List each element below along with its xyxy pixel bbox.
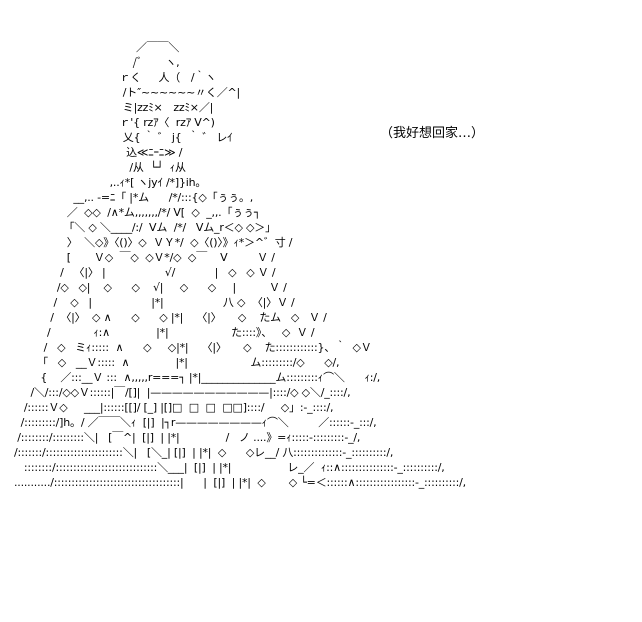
art-line: /从 └┘ ｨ从 [14,161,186,174]
art-line: / 〈|〉 | √/ | ◇ ◇ Ｖ / [14,266,276,279]
art-line: ::::::::/:::::::::::::::::::::::::::::＼_… [14,461,445,474]
art-line: /::::::::/:::::::::＼| [￣^| [|] | |*| / ノ… [14,431,361,444]
art-line: 「＼ ◇ ＼____/:/ Ⅴム /*/ Ⅴム_r＜◇ ◇＞」 [14,221,276,234]
thought-caption: （我好想回家…） [380,126,485,141]
art-line: /◇ ◇| ◇ ◇ √| ◇ ◇ | Ｖ / [14,281,287,294]
art-line: 乂{ ｀ ゛ j{ ｀ ゛ レｲ [14,131,233,144]
art-line: /ト″~~~~~~〃く／^| [14,86,241,99]
art-line: __,.. -=ﾆ「 |*ム /*/:::{◇「ぅぅ。, [14,191,254,204]
art-line: ／ ◇◇ /∧*ム,,,,,,,/*/ Ⅴ[ ◇ _,,.「ぅぅ┐ [14,206,261,219]
ascii-art-figure: ／￣￣＼ /ﾞ ヽ, ｒく 人（ /｀ヽ /ト″~~~~~~〃く／^| ミ|zz… [14,40,466,490]
art-line: .........../::::::::::::::::::::::::::::… [14,476,466,489]
art-line: /ﾞ ヽ, [14,56,180,69]
art-line: ／￣￣＼ [14,41,180,54]
art-line: / ｨ:∧ |*| た::::》、 ◇ Ｖ / [14,326,315,339]
art-line: / 〈|〉 ◇ ∧ ◇ ◇ |*| 〈|〉 ◇ たム ◇ Ｖ / [14,311,327,324]
art-line: ｒく 人（ /｀ヽ [14,71,216,84]
art-line: ｒ'{ rzｱ〈 rzｱ V^) [14,116,215,129]
art-line: 「 ◇ __Ｖ::::: ∧ |*| ム:::::::::/◇ ◇/, [14,356,340,369]
art-line: ,..ｨ*[ ヽjyｲ /*]}ih。 [14,176,207,189]
art-line: 込≪ﾆｰﾆ≫ / [14,146,183,159]
art-line: /:::::::::/]h。/ ／￣￣＼ｨ [|] |┐r————————ｨ⌒＼… [14,416,377,429]
art-line: /＼/:::/◇◇Ｖ::::::|￣/[]| |———————————|::::… [14,386,351,399]
art-line: ミ|zzﾐ× zzﾐ×／| [14,101,214,114]
art-line: { ／:::__Ｖ ::: ∧,,,,,r===┐ |*|___________… [14,371,381,384]
art-line: / ◇ | |*| 八 ◇ 〈|〉Ｖ / [14,296,295,309]
art-line: / ◇ ミｨ::::: ∧ ◇ ◇|*| 〈|〉 ◇ た::::::::::::… [14,341,372,354]
art-line: [ Ｖ◇ ￣◇ ◇Ｖ*/◇ ◇￣ Ⅴ Ｖ / [14,251,275,264]
art-line: /:::::::/::::::::::::::::::::::＼| [＼_| [… [14,446,394,459]
art-line: 〉 ＼◇》〈()〉◇ ＶＹ*/ ◇〈()〉》ｨ*＞^゛寸 / [14,236,293,249]
art-line: /::::::Ｖ◇ ___|::::::[[]/ [_] |[]□ □ □ □□… [14,401,334,414]
